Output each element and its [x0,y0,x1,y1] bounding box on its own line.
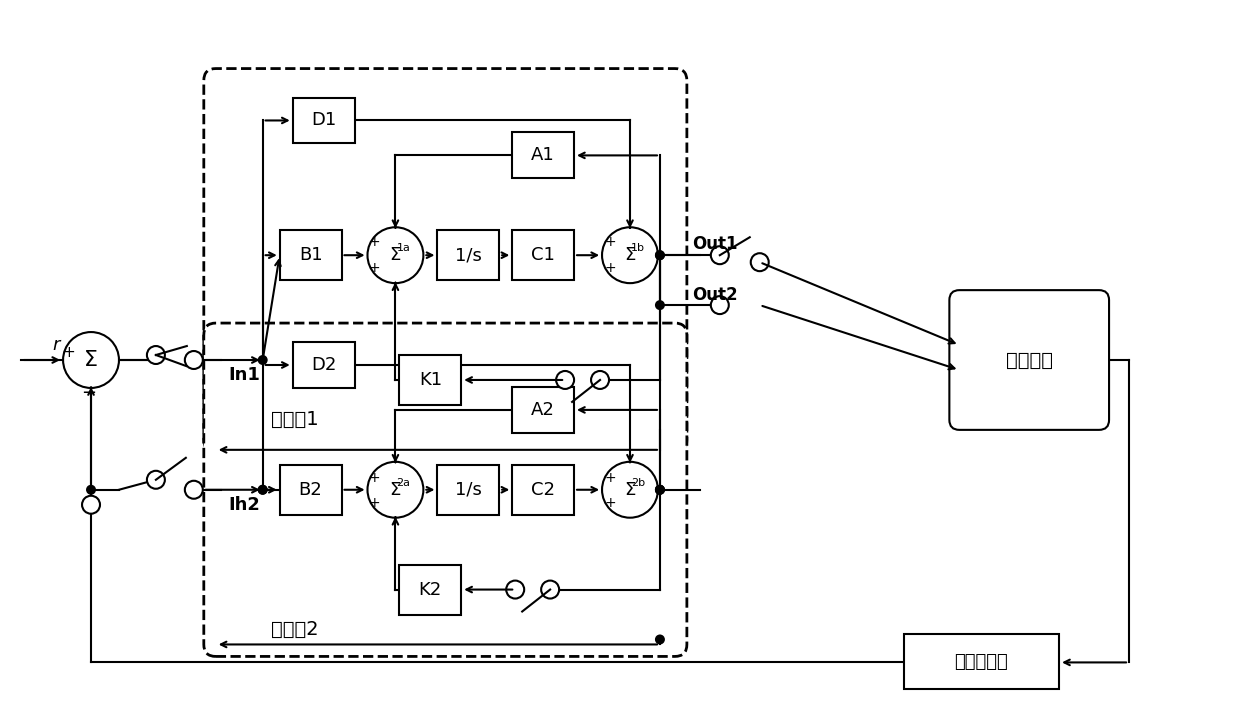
Circle shape [655,635,665,644]
Text: 1/s: 1/s [455,481,481,499]
FancyBboxPatch shape [203,323,687,656]
Text: Out1: Out1 [692,235,738,253]
Text: +: + [604,261,616,275]
Circle shape [146,346,165,364]
Text: +: + [368,496,381,510]
Circle shape [367,462,423,518]
Text: +: + [604,471,616,485]
Text: D2: D2 [311,356,336,374]
Circle shape [711,296,729,314]
Bar [512,465,574,515]
Bar [904,635,1059,689]
Text: Σ: Σ [389,481,401,499]
Text: Σ: Σ [624,481,636,499]
Circle shape [367,227,423,283]
Circle shape [603,462,658,518]
Bar [512,387,574,433]
Text: +: + [63,345,76,359]
Text: Σ: Σ [389,247,401,264]
Bar [293,342,355,388]
Text: +: + [368,261,381,275]
Text: K2: K2 [419,581,441,599]
Circle shape [556,371,574,389]
Text: C1: C1 [531,247,556,264]
Circle shape [185,481,203,499]
Circle shape [655,300,665,310]
Text: B1: B1 [299,247,322,264]
Text: Σ: Σ [624,247,636,264]
Bar [399,565,461,615]
Bar [438,465,500,515]
Circle shape [258,484,268,495]
Text: +: + [368,471,381,485]
Text: 2b: 2b [631,478,645,488]
Text: In1: In1 [228,366,260,384]
Circle shape [655,484,665,495]
Circle shape [655,250,665,260]
Text: K1: K1 [419,371,441,389]
Text: A1: A1 [531,146,556,164]
Text: 1a: 1a [397,243,410,253]
Text: Ih2: Ih2 [228,496,260,514]
Circle shape [146,471,165,489]
Text: 2a: 2a [397,478,410,488]
Circle shape [185,351,203,369]
Circle shape [541,581,559,599]
Text: C2: C2 [531,481,556,499]
Text: 1/s: 1/s [455,247,481,264]
Circle shape [603,227,658,283]
Text: +: + [604,235,616,249]
Bar [280,465,341,515]
Text: 控制器1: 控制器1 [270,411,319,429]
Text: 控制器2: 控制器2 [270,620,319,639]
Circle shape [655,484,665,495]
Text: +: + [368,235,381,249]
Text: Σ: Σ [84,350,98,370]
Circle shape [655,484,665,495]
Bar [512,230,574,280]
Bar [512,132,574,179]
Text: 位移传感器: 位移传感器 [955,654,1008,672]
Text: B2: B2 [299,481,322,499]
Text: 1b: 1b [631,243,645,253]
Bar [280,230,341,280]
Circle shape [506,581,525,599]
Circle shape [63,332,119,388]
Circle shape [86,484,95,495]
Circle shape [750,253,769,271]
Text: D1: D1 [311,111,336,129]
Circle shape [711,247,729,264]
Text: 被控系统: 被控系统 [1006,351,1053,369]
Circle shape [591,371,609,389]
Text: −: − [82,384,97,402]
FancyBboxPatch shape [950,290,1109,430]
Text: A2: A2 [531,401,556,419]
FancyBboxPatch shape [203,69,687,452]
Text: Out2: Out2 [692,286,738,304]
Circle shape [258,355,268,365]
Circle shape [82,496,100,514]
Bar [293,98,355,143]
Text: r: r [52,336,60,354]
Text: +: + [604,496,616,510]
Bar [438,230,500,280]
Circle shape [258,484,268,495]
Bar [399,355,461,405]
Circle shape [655,250,665,260]
